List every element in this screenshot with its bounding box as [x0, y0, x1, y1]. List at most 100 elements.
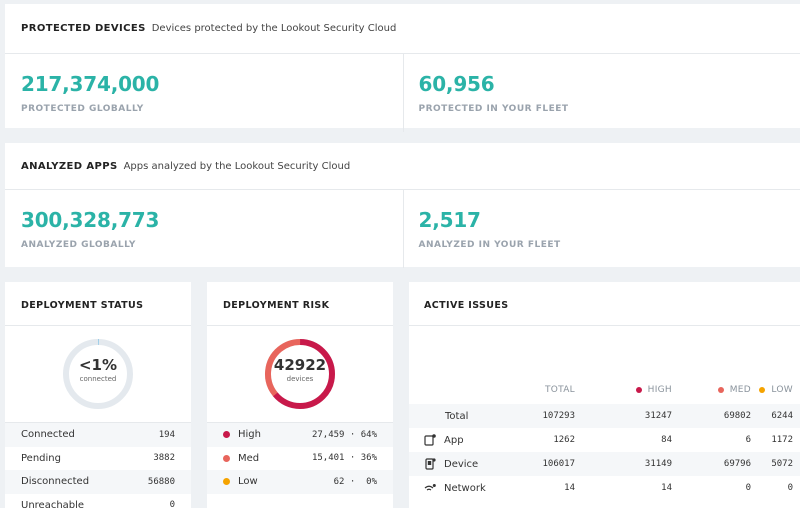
row-value: 3882 [153, 453, 175, 464]
med-dot-icon [717, 387, 724, 393]
panel-title: DEPLOYMENT RISK [207, 282, 393, 326]
row-value: 62 · 0% [333, 476, 377, 487]
list-item: Unreachable 0 [5, 494, 191, 508]
table-row: Network 14 14 0 0 [409, 476, 800, 500]
panel-title: ACTIVE ISSUES [409, 282, 800, 326]
analyzed-fleet-stat: 2,517 ANALYZED IN YOUR FLEET [402, 190, 800, 268]
analyzed-apps-card: ANALYZED APPS Apps analyzed by the Looko… [5, 143, 800, 268]
donut-label: devices [286, 375, 314, 383]
high-dot-icon [223, 431, 230, 439]
cell-low: 6244 [771, 411, 793, 421]
protected-devices-card: PROTECTED DEVICES Devices protected by t… [5, 4, 800, 132]
donut-value: 42922 [273, 356, 327, 374]
header-high-label: HIGH [647, 385, 672, 395]
row-label: High [238, 429, 261, 441]
cell-total: 1262 [553, 435, 575, 445]
row-name: App [444, 434, 464, 446]
list-item: Med 15,401 · 36% [207, 447, 393, 471]
stat-value: 60,956 [418, 72, 495, 96]
row-label: Connected [21, 429, 75, 441]
cell-low: 0 [787, 483, 793, 493]
protected-globally-stat: 217,374,000 PROTECTED GLOBALLY [5, 54, 403, 132]
cell-high: 31247 [644, 411, 672, 421]
cell-med: 0 [745, 483, 751, 493]
donut-value: <1% [78, 356, 118, 374]
app-icon [424, 434, 436, 446]
table-row: Total 107293 31247 69802 6244 [409, 404, 800, 428]
status-donut-chart [63, 339, 133, 409]
list-item: Pending 3882 [5, 447, 191, 471]
panel-title: DEPLOYMENT STATUS [5, 282, 191, 326]
header-low: LOW [751, 385, 793, 395]
donut-connected-arc [63, 339, 133, 409]
row-value: 0 [169, 500, 175, 508]
cell-total: 106017 [542, 459, 575, 469]
list-item: High 27,459 · 64% [207, 423, 393, 447]
table-row: App 1262 84 6 1172 [409, 428, 800, 452]
network-icon [424, 482, 436, 494]
section-subtitle: Devices protected by the Lookout Securit… [151, 23, 397, 34]
row-value: 15,401 · 36% [311, 453, 377, 464]
row-label: Med [238, 452, 260, 464]
cell-med: 69796 [723, 459, 751, 469]
stat-value: 2,517 [418, 208, 481, 232]
deployment-status-donut: <1% connected [5, 326, 191, 423]
cell-low: 1172 [771, 435, 793, 445]
deployment-status-card: DEPLOYMENT STATUS <1% connected Connecte… [5, 282, 191, 508]
stat-value: 217,374,000 [21, 72, 160, 96]
row-name: Total [445, 410, 469, 422]
analyzed-apps-header: ANALYZED APPS Apps analyzed by the Looko… [5, 143, 800, 190]
row-value: 194 [158, 429, 175, 440]
risk-donut-chart [265, 339, 335, 409]
row-label: Low [238, 476, 258, 488]
low-dot-icon [223, 478, 230, 486]
table-row: Device 106017 31149 69796 5072 [409, 452, 800, 476]
header-total: TOTAL [544, 385, 575, 395]
row-label: Unreachable [21, 499, 85, 508]
deployment-risk-card: DEPLOYMENT RISK 42922 devices High 27,459… [207, 282, 393, 508]
stat-label: ANALYZED IN YOUR FLEET [418, 240, 561, 250]
cell-high: 84 [661, 435, 672, 445]
cell-med: 6 [745, 435, 751, 445]
row-name-cell: Device [409, 458, 515, 470]
low-dot-icon [759, 387, 766, 393]
med-dot-icon [223, 454, 230, 462]
row-name-cell: App [409, 434, 515, 446]
stat-value: 300,328,773 [21, 208, 160, 232]
header-med: MED [672, 385, 751, 395]
cell-high: 14 [661, 483, 672, 493]
header-low-label: LOW [771, 385, 793, 395]
deployment-status-list: Connected 194 Pending 3882 Disconnected 568… [5, 423, 191, 508]
section-title: ANALYZED APPS [21, 160, 118, 172]
cell-total: 14 [564, 483, 575, 493]
high-dot-icon [635, 387, 642, 393]
row-label: Disconnected [21, 476, 90, 488]
cell-high: 31149 [644, 459, 672, 469]
list-item: Connected 194 [5, 423, 191, 447]
row-name-cell: Network [409, 482, 515, 494]
section-title: PROTECTED DEVICES [21, 23, 146, 34]
header-high: HIGH [575, 385, 672, 395]
list-item: Low 62 · 0% [207, 470, 393, 494]
cell-total: 107293 [542, 411, 575, 421]
row-value: 27,459 · 64% [311, 429, 377, 440]
active-issues-card: ACTIVE ISSUES TOTAL HIGH MED LOW Total 1… [409, 282, 800, 508]
stat-label: PROTECTED GLOBALLY [21, 104, 144, 114]
deployment-risk-donut: 42922 devices [207, 326, 393, 423]
cell-med: 69802 [723, 411, 751, 421]
device-icon [424, 458, 436, 470]
cell-low: 5072 [771, 459, 793, 469]
header-med-label: MED [729, 385, 751, 395]
stat-label: ANALYZED GLOBALLY [21, 240, 136, 250]
list-item: Disconnected 56880 [5, 470, 191, 494]
table-header: TOTAL HIGH MED LOW [409, 376, 800, 404]
active-issues-table: TOTAL HIGH MED LOW Total 107293 31247 69… [409, 376, 800, 500]
row-label: Pending [21, 452, 61, 464]
donut-label: connected [79, 375, 117, 383]
row-name: Network [444, 482, 486, 494]
stat-label: PROTECTED IN YOUR FLEET [418, 104, 569, 114]
row-name: Device [444, 458, 479, 470]
protected-devices-header: PROTECTED DEVICES Devices protected by t… [5, 4, 800, 54]
protected-fleet-stat: 60,956 PROTECTED IN YOUR FLEET [402, 54, 800, 132]
row-value: 56880 [147, 476, 175, 487]
